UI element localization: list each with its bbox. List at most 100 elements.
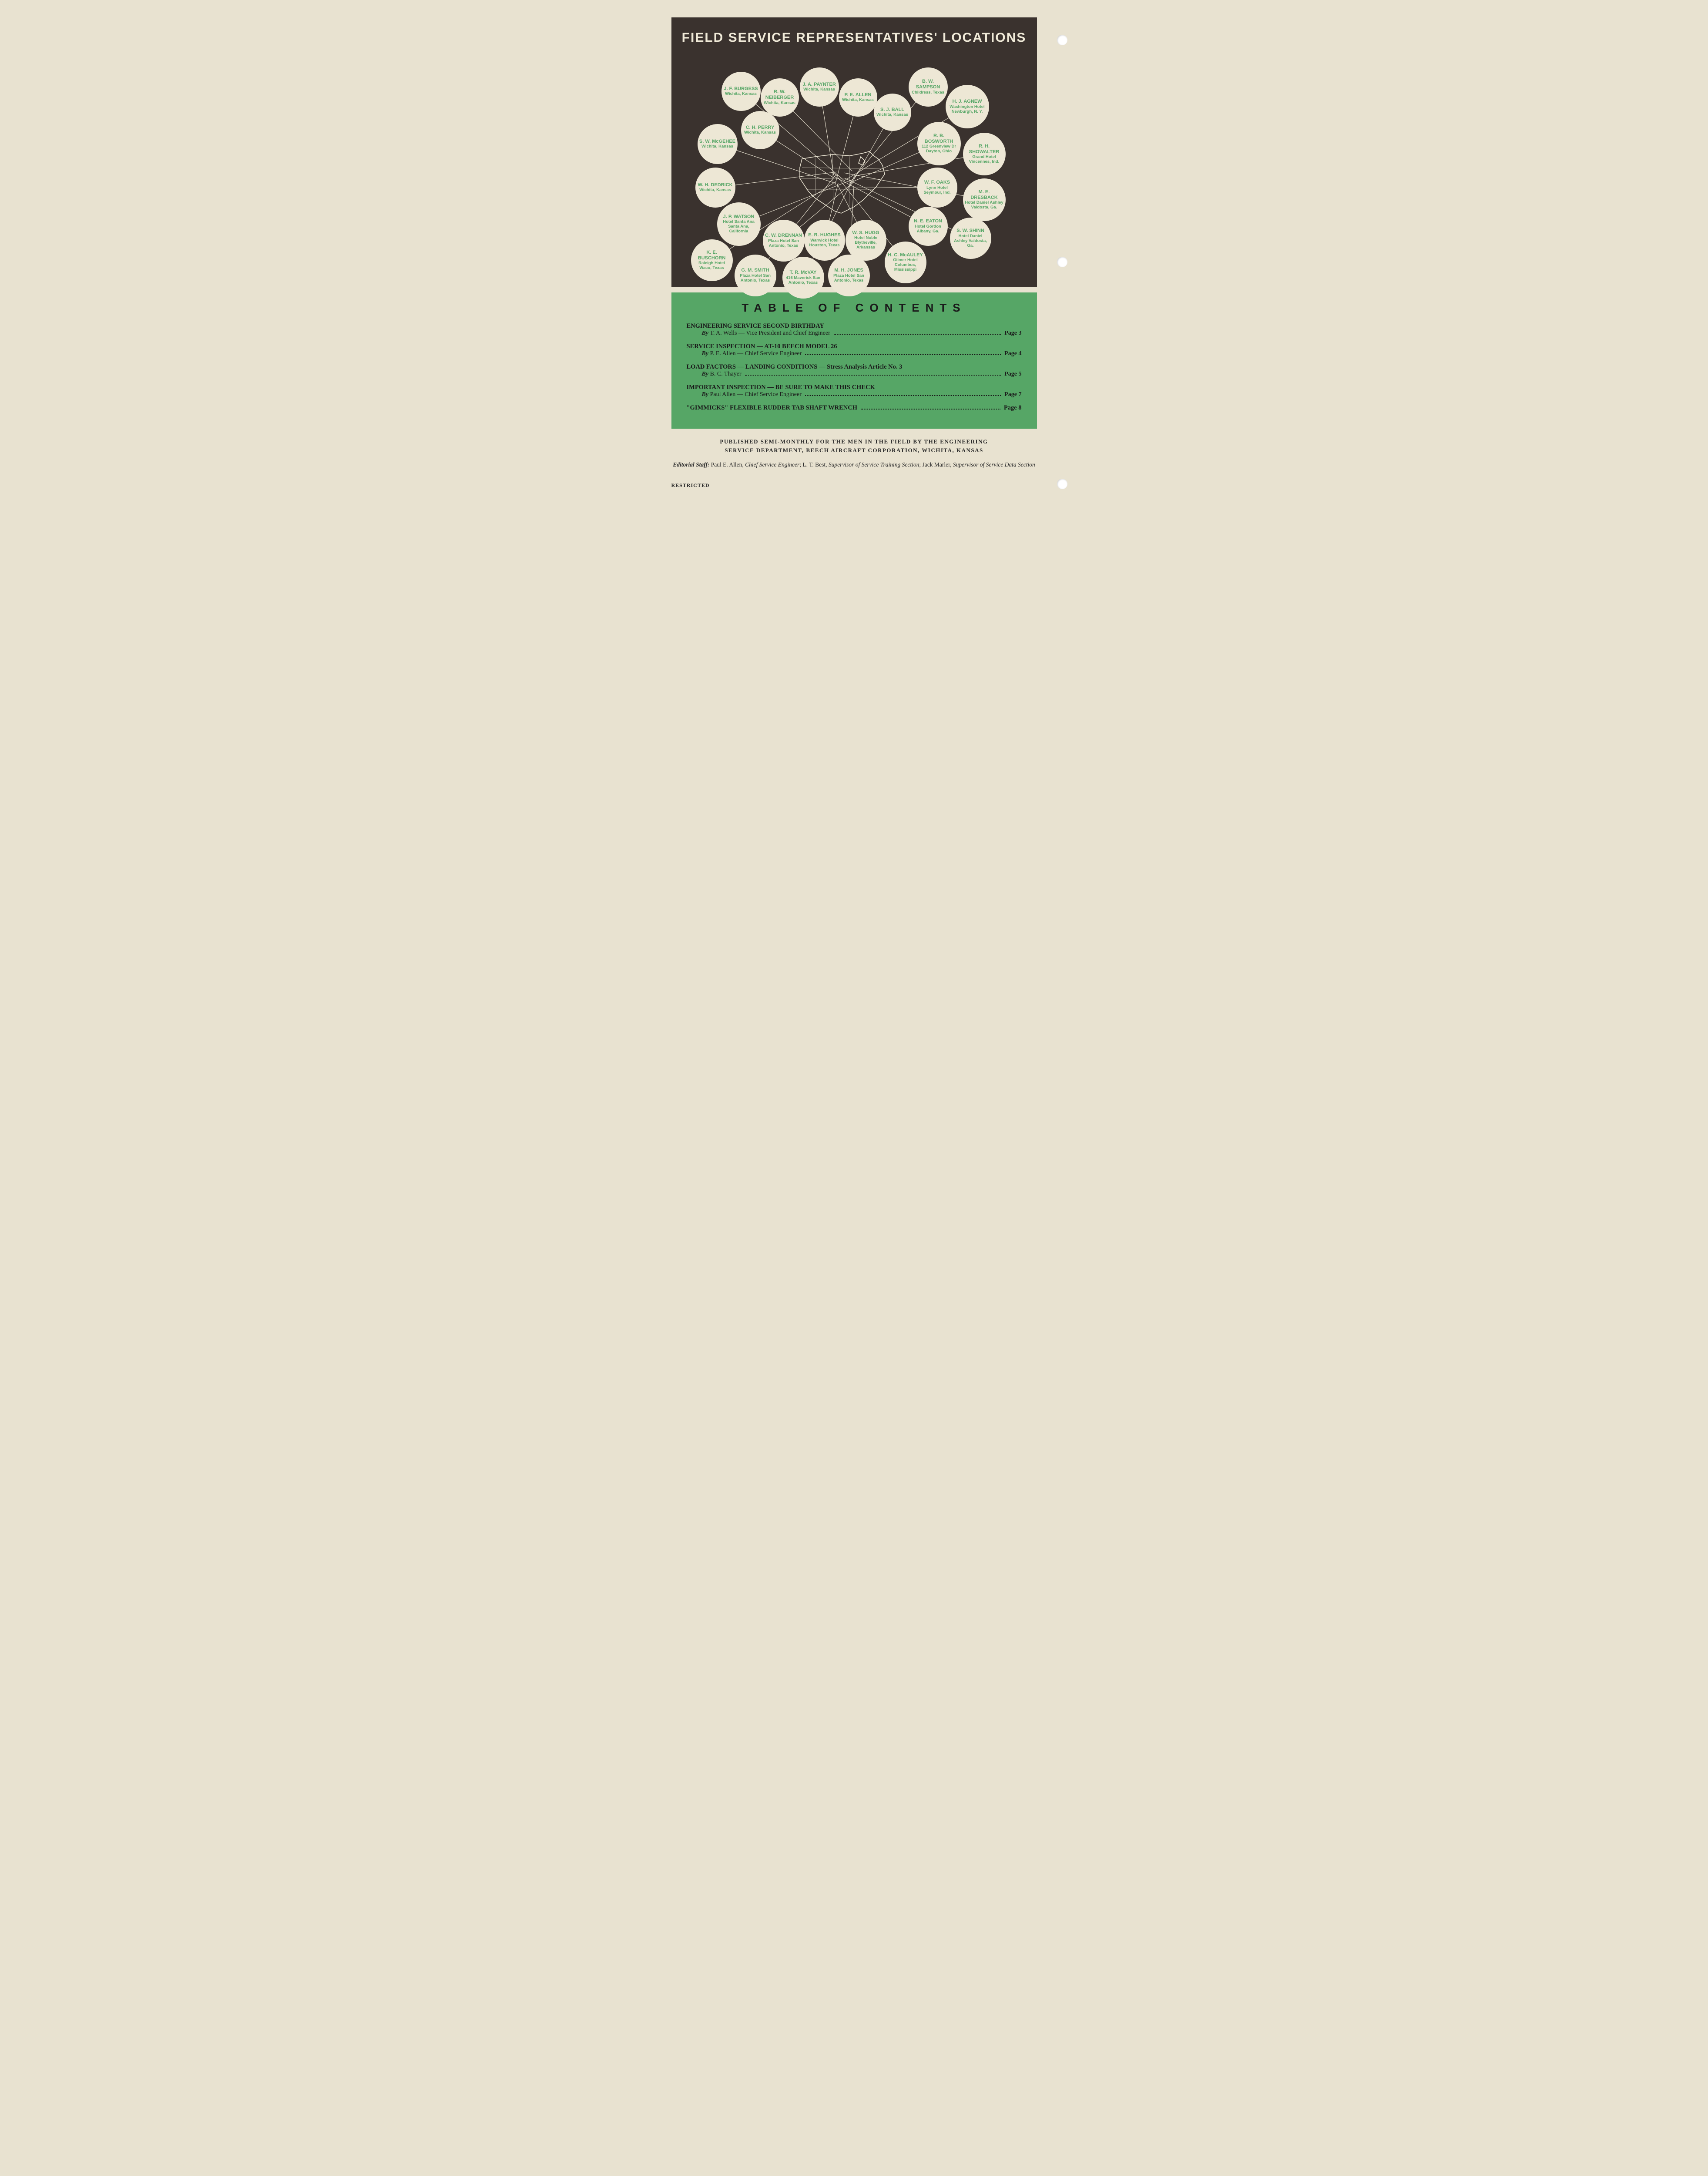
rep-name: R. H. SHOWALTER: [965, 144, 1004, 154]
rep-bubble: R. H. SHOWALTERGrand Hotel Vincennes, In…: [963, 133, 1006, 175]
toc-entry-title: IMPORTANT INSPECTION — BE SURE TO MAKE T…: [687, 384, 1022, 391]
rep-bubble: J. F. BURGESSWichita, Kansas: [721, 72, 761, 111]
publisher-line-2: SERVICE DEPARTMENT, BEECH AIRCRAFT CORPO…: [676, 446, 1033, 455]
rep-location: Wichita, Kansas: [876, 113, 908, 118]
rep-location: Hotel Noble Blytheville, Arkansas: [847, 236, 885, 250]
toc-entry-title: SERVICE INSPECTION — AT-10 BEECH MODEL 2…: [687, 343, 1022, 350]
rep-location: Wichita, Kansas: [699, 188, 731, 193]
toc-entry-byline: By P. E. Allen — Chief Service EngineerP…: [702, 350, 1022, 357]
rep-bubble: K. E. BUSCHORNRaleigh Hotel Waco, Texas: [691, 239, 733, 281]
binder-hole: [1057, 257, 1067, 267]
rep-bubble: N. E. EATONHotel Gordon Albany, Ga.: [909, 207, 948, 246]
rep-name: G. M. SMITH: [741, 268, 769, 273]
rep-location: Raleigh Hotel Waco, Texas: [693, 261, 731, 271]
rep-location: Wichita, Kansas: [764, 101, 795, 106]
rep-bubble: S. W. McGEHEEWichita, Kansas: [698, 124, 738, 164]
rep-bubble: T. R. McVAY416 Maverick San Antonio, Tex…: [782, 257, 824, 299]
rep-location: 112 Greenview Dr Dayton, Ohio: [919, 144, 959, 154]
toc-entry-title: "GIMMICKS" FLEXIBLE RUDDER TAB SHAFT WRE…: [687, 404, 1022, 412]
map-title: FIELD SERVICE REPRESENTATIVES' LOCATIONS: [680, 30, 1028, 45]
rep-location: Childress, Texas: [912, 91, 944, 95]
toc-entry: "GIMMICKS" FLEXIBLE RUDDER TAB SHAFT WRE…: [687, 404, 1022, 412]
rep-name: C. W. DRENNAN: [765, 233, 802, 238]
rep-location: Grand Hotel Vincennes, Ind.: [965, 155, 1004, 165]
rep-bubble: E. R. HUGHESWarwick Hotel Houston, Texas: [804, 220, 845, 261]
rep-location: Hotel Santa Ana Santa Ana, California: [719, 220, 759, 234]
rep-name: W. F. OAKS: [924, 180, 950, 185]
rep-location: Plaza Hotel San Antonio, Texas: [765, 239, 803, 248]
rep-name: B. W. SAMPSON: [910, 79, 946, 90]
toc-title: TABLE OF CONTENTS: [687, 301, 1022, 315]
rep-name: R. W. NEIBERGER: [762, 89, 797, 100]
rep-location: Wichita, Kansas: [744, 131, 776, 135]
publisher-line-1: PUBLISHED SEMI-MONTHLY FOR THE MEN IN TH…: [676, 437, 1033, 446]
rep-name: P. E. ALLEN: [845, 92, 872, 98]
rep-name: S. W. SHINN: [956, 228, 984, 234]
toc-entry-list: ENGINEERING SERVICE SECOND BIRTHDAYBy T.…: [687, 322, 1022, 412]
rep-location: 416 Maverick San Antonio, Texas: [784, 276, 822, 285]
rep-name: S. J. BALL: [880, 107, 904, 113]
rep-bubble: J. A. PAYNTERWichita, Kansas: [800, 67, 839, 107]
rep-location: Hotel Daniel Ashley Valdosta, Ga.: [965, 201, 1004, 210]
rep-bubble: C. W. DRENNANPlaza Hotel San Antonio, Te…: [763, 220, 805, 262]
rep-bubble: R. W. NEIBERGERWichita, Kansas: [761, 78, 799, 117]
rep-location: Gilmer Hotel Columbus, Mississippi: [886, 258, 925, 272]
editorial-block: Editorial Staff: Paul E. Allen, Chief Se…: [671, 460, 1037, 469]
page: FIELD SERVICE REPRESENTATIVES' LOCATIONS…: [645, 0, 1063, 502]
rep-name: J. F. BURGESS: [724, 86, 758, 92]
toc-entry-title: ENGINEERING SERVICE SECOND BIRTHDAY: [687, 322, 1022, 330]
rep-bubble: S. J. BALLWichita, Kansas: [874, 94, 911, 131]
map-area: J. F. BURGESSWichita, KansasR. W. NEIBER…: [671, 48, 1037, 287]
rep-name: R. B. BOSWORTH: [919, 133, 959, 144]
toc-panel: TABLE OF CONTENTS ENGINEERING SERVICE SE…: [671, 292, 1037, 429]
rep-location: Warwick Hotel Houston, Texas: [806, 238, 843, 248]
rep-bubble: M. E. DRESBACKHotel Daniel Ashley Valdos…: [963, 178, 1006, 221]
rep-name: K. E. BUSCHORN: [693, 250, 731, 261]
rep-bubble: J. P. WATSONHotel Santa Ana Santa Ana, C…: [717, 202, 761, 246]
publisher-block: PUBLISHED SEMI-MONTHLY FOR THE MEN IN TH…: [671, 437, 1037, 454]
rep-bubble: G. M. SMITHPlaza Hotel San Antonio, Texa…: [735, 255, 776, 296]
toc-entry: LOAD FACTORS — LANDING CONDITIONS — Stre…: [687, 363, 1022, 378]
rep-bubble: W. F. OAKSLynn Hotel Seymour, Ind.: [917, 168, 957, 208]
rep-location: Hotel Gordon Albany, Ga.: [910, 225, 946, 234]
rep-bubble: S. W. SHINNHotel Daniel Ashley Valdosta,…: [950, 218, 991, 259]
toc-entry: ENGINEERING SERVICE SECOND BIRTHDAYBy T.…: [687, 322, 1022, 337]
rep-name: H. C. McAULEY: [888, 252, 923, 258]
rep-name: M. H. JONES: [834, 268, 863, 273]
rep-location: Wichita, Kansas: [725, 92, 757, 97]
rep-name: W. H. DEDRICK: [698, 182, 732, 188]
rep-location: Plaza Hotel San Antonio, Texas: [830, 274, 868, 283]
rep-name: M. E. DRESBACK: [965, 189, 1004, 200]
restricted-label: RESTRICTED: [671, 482, 1037, 489]
rep-location: Plaza Hotel San Antonio, Texas: [736, 274, 775, 283]
binder-hole: [1057, 35, 1067, 45]
rep-name: H. J. AGNEW: [952, 99, 982, 104]
toc-entry-byline: By T. A. Wells — Vice President and Chie…: [702, 330, 1022, 337]
editorial-staff: Paul E. Allen, Chief Service Engineer; L…: [711, 461, 1035, 468]
rep-bubble: W. H. DEDRICKWichita, Kansas: [695, 168, 735, 208]
rep-name: T. R. McVAY: [790, 270, 817, 275]
rep-name: C. H. PERRY: [746, 125, 775, 131]
rep-name: S. W. McGEHEE: [699, 139, 735, 144]
toc-entry-byline: By B. C. ThayerPage 5: [702, 371, 1022, 378]
rep-location: Lynn Hotel Seymour, Ind.: [919, 186, 956, 195]
rep-name: E. R. HUGHES: [808, 232, 841, 238]
rep-location: Wichita, Kansas: [701, 144, 733, 149]
toc-entry: IMPORTANT INSPECTION — BE SURE TO MAKE T…: [687, 384, 1022, 398]
rep-location: Wichita, Kansas: [842, 98, 874, 103]
toc-entry: SERVICE INSPECTION — AT-10 BEECH MODEL 2…: [687, 343, 1022, 357]
rep-name: W. S. HUGG: [852, 230, 879, 236]
rep-bubble: C. H. PERRYWichita, Kansas: [741, 111, 779, 149]
binder-hole: [1057, 479, 1067, 489]
rep-name: J. P. WATSON: [723, 214, 755, 220]
rep-bubble: M. H. JONESPlaza Hotel San Antonio, Texa…: [828, 255, 870, 296]
rep-bubble: B. W. SAMPSONChildress, Texas: [909, 67, 948, 107]
toc-entry-byline: By Paul Allen — Chief Service EngineerPa…: [702, 391, 1022, 398]
toc-entry-title: LOAD FACTORS — LANDING CONDITIONS — Stre…: [687, 363, 1022, 371]
rep-location: Hotel Daniel Ashley Valdosta, Ga.: [952, 234, 990, 248]
rep-bubble: R. B. BOSWORTH112 Greenview Dr Dayton, O…: [917, 122, 961, 165]
rep-name: N. E. EATON: [914, 218, 942, 224]
rep-location: Wichita, Kansas: [803, 87, 835, 92]
rep-name: J. A. PAYNTER: [802, 82, 836, 87]
rep-bubble: H. C. McAULEYGilmer Hotel Columbus, Miss…: [885, 242, 926, 283]
